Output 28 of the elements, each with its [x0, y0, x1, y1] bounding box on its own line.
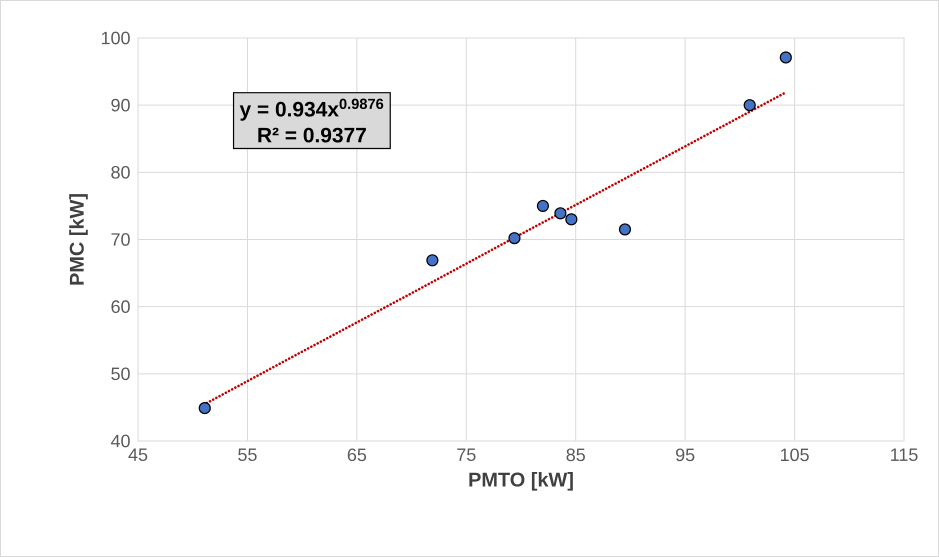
point	[565, 213, 578, 226]
x-tick-label: 45	[128, 448, 148, 461]
point	[744, 99, 756, 112]
y-tick-label: 70	[111, 233, 130, 246]
y-tick-label: 80	[111, 166, 130, 179]
annotation: R² = 0.9377	[258, 128, 366, 143]
x-tick-label: 95	[676, 448, 694, 462]
point	[508, 232, 521, 244]
y-tick-label: 50	[111, 367, 130, 380]
y-tick-label: 60	[111, 300, 130, 313]
x-tick-label: 65	[348, 448, 366, 462]
point	[198, 402, 211, 414]
point	[536, 200, 549, 212]
annotation: y = 0.934x$^{0.9876}$	[240, 98, 384, 121]
x-tick-label: 85	[566, 448, 585, 462]
x-tick-label: 75	[457, 448, 476, 461]
x-tick-label: 115	[891, 448, 918, 461]
y-axis-title: PMC [kW]	[69, 194, 88, 285]
x-tick-label: 105	[780, 448, 809, 462]
point	[554, 207, 566, 220]
x-axis-title: PMTO [kW]	[469, 472, 573, 491]
y-tick-label: 100	[102, 32, 130, 44]
point	[618, 223, 632, 236]
y-tick-label: 90	[111, 98, 130, 112]
y-tick-label: 40	[110, 434, 130, 448]
point	[426, 254, 438, 266]
point	[780, 51, 792, 64]
x-tick-label: 55	[238, 448, 257, 461]
